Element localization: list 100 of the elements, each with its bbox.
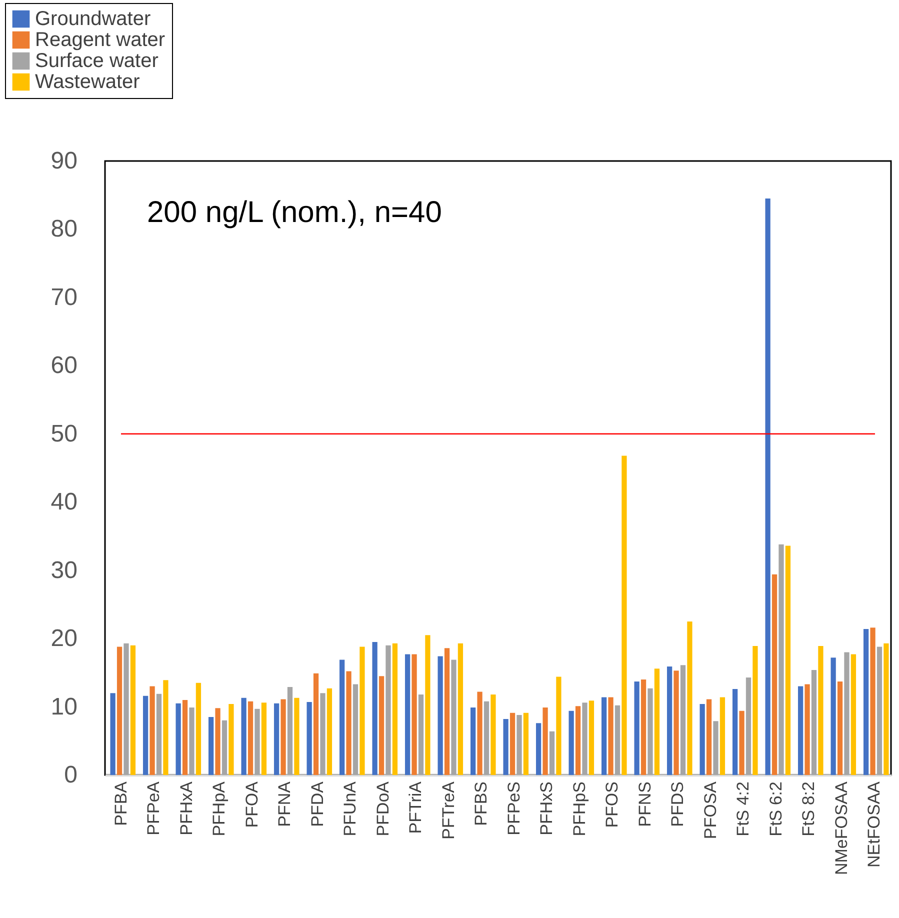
bar <box>306 702 312 775</box>
bar <box>196 682 202 775</box>
bar <box>549 731 555 775</box>
legend-label: Surface water <box>35 50 159 72</box>
y-tick-label: 50 <box>50 420 78 448</box>
bar <box>163 680 168 775</box>
bar <box>294 698 300 775</box>
bar <box>588 700 594 775</box>
x-tick-label: PFHpS <box>570 782 589 836</box>
bar <box>666 666 672 775</box>
x-tick-label: PFTreA <box>438 780 458 840</box>
bar <box>752 646 758 775</box>
bar <box>352 684 358 775</box>
bar <box>142 696 148 775</box>
x-tick-label: PFHxS <box>537 782 556 836</box>
x-tick-label: PFDoA <box>373 780 392 836</box>
bar <box>326 688 332 775</box>
y-tick-label: 20 <box>50 625 78 652</box>
bar <box>870 628 876 775</box>
bar <box>484 701 490 775</box>
bar <box>392 643 398 775</box>
bar <box>215 708 220 775</box>
bar <box>837 682 843 775</box>
bar <box>287 686 293 775</box>
x-tick-label: FtS 8:2 <box>799 782 818 836</box>
bar <box>274 703 280 775</box>
bar <box>568 710 574 775</box>
bar <box>739 710 744 775</box>
bar <box>720 697 726 775</box>
legend-label: Wastewater <box>35 71 140 93</box>
bar <box>241 698 246 775</box>
bar <box>503 719 508 775</box>
bar <box>360 646 365 775</box>
bar <box>634 682 640 775</box>
bar <box>811 670 817 775</box>
bar <box>254 708 260 775</box>
bar <box>556 676 562 775</box>
bar <box>732 689 738 775</box>
bar <box>339 660 345 775</box>
x-tick-label: PFOSA <box>700 780 720 840</box>
bar <box>680 665 686 775</box>
bar <box>189 707 194 775</box>
bar <box>713 721 718 775</box>
bar <box>648 688 653 775</box>
bar <box>516 714 522 775</box>
bar <box>640 679 646 775</box>
bar <box>208 717 214 775</box>
bar <box>261 702 267 775</box>
bar <box>378 676 384 775</box>
x-tick-label: PFBS <box>472 782 491 826</box>
bar <box>687 622 692 775</box>
bar <box>614 705 620 775</box>
x-tick-label: NEtFOSAA <box>864 780 884 868</box>
y-tick-label: 90 <box>50 148 78 174</box>
x-tick-label: PFHpA <box>210 780 229 836</box>
bar <box>156 694 162 775</box>
bar <box>674 670 679 775</box>
y-tick-label: 70 <box>50 284 78 311</box>
bar <box>654 668 660 775</box>
bar <box>313 673 319 775</box>
x-tick-label: PFPeA <box>144 780 164 836</box>
bar <box>222 720 228 775</box>
bar <box>404 654 410 775</box>
bar <box>372 642 378 775</box>
bar <box>228 704 234 775</box>
bar <box>778 544 784 775</box>
bar <box>346 671 352 775</box>
legend-label: Groundwater <box>35 8 151 30</box>
y-tick-label: 10 <box>50 693 78 720</box>
bar <box>510 712 516 775</box>
x-tick-label: FtS 6:2 <box>766 782 786 836</box>
bar <box>785 546 791 775</box>
x-tick-label: PFBA <box>111 780 130 826</box>
bar <box>608 697 614 775</box>
bar <box>523 712 529 775</box>
bar <box>746 677 752 775</box>
x-tick-label: PFDA <box>308 780 327 827</box>
y-tick-label: 30 <box>50 556 78 584</box>
y-tick-label: 40 <box>50 488 78 516</box>
x-tick-label: PFOA <box>242 780 262 828</box>
bar <box>176 703 181 775</box>
x-tick-label: PFHxA <box>176 780 196 836</box>
bar <box>320 693 326 775</box>
y-tick-label: 80 <box>50 216 78 243</box>
bar <box>438 656 443 775</box>
bar <box>130 645 136 775</box>
y-tick-label: 0 <box>64 762 78 788</box>
bar <box>582 702 588 775</box>
bar <box>700 704 705 775</box>
bar <box>182 700 188 775</box>
x-tick-label: PFOS <box>602 782 622 828</box>
bar <box>110 693 116 775</box>
bar <box>477 692 482 775</box>
bar <box>425 635 430 775</box>
bar <box>798 686 804 775</box>
bar <box>124 643 129 775</box>
y-tick-label: 60 <box>50 352 78 380</box>
bar <box>575 706 581 775</box>
bar <box>116 646 122 775</box>
bar <box>542 707 548 775</box>
